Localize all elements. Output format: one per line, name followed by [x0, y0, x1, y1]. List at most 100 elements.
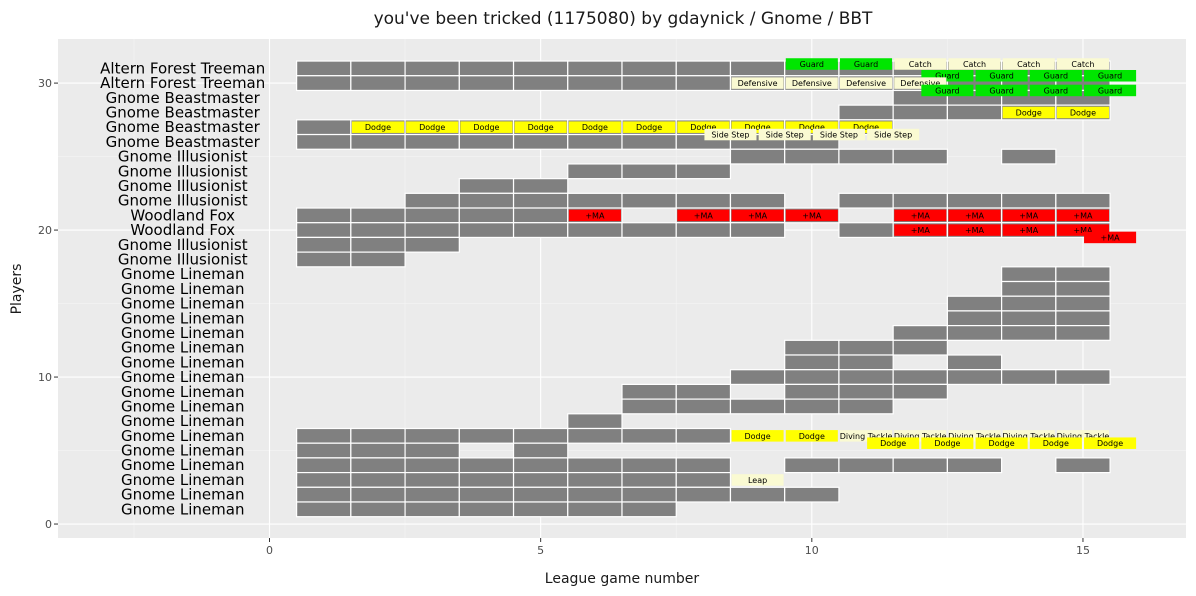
appearance-tile: [404, 222, 460, 239]
appearance-tile: [946, 325, 1003, 341]
appearance-tile: [296, 471, 352, 488]
appearance-tile: [404, 133, 460, 150]
skill-tag: [351, 121, 404, 133]
skill-tag-label: Catch: [1017, 60, 1040, 69]
skill-tag: [1029, 69, 1082, 82]
appearance-tile: [675, 75, 732, 92]
skill-tag: [894, 209, 947, 222]
y-tick-label: 20: [38, 224, 52, 237]
player-label: Gnome Lineman: [121, 353, 245, 371]
appearance-tile: [1055, 369, 1111, 386]
skill-tag-label: Dodge: [1097, 439, 1123, 448]
appearance-tile: [458, 471, 515, 488]
appearance-tile: [296, 457, 352, 474]
skill-tag-label: +MA: [1073, 226, 1093, 235]
skill-tag: [840, 58, 893, 70]
skill-tag-label: Side Step: [820, 131, 858, 140]
skill-tag: [948, 430, 1001, 442]
appearance-tile: [784, 369, 840, 386]
skill-tag: [894, 224, 947, 236]
appearance-tile: [1001, 148, 1057, 165]
appearance-tile: [621, 501, 677, 518]
player-label: Gnome Illusionist: [118, 236, 248, 254]
skill-tag: [785, 121, 838, 133]
appearance-tile: [838, 383, 894, 400]
x-axis-title: League game number: [545, 571, 700, 587]
appearance-tile: [404, 75, 460, 92]
skill-tag: [840, 121, 893, 133]
appearance-tile: [404, 192, 460, 209]
appearance-tile: [675, 486, 732, 503]
appearance-tile: [1001, 310, 1057, 327]
appearance-tile: [838, 354, 894, 371]
skill-tag-label: Defensive: [846, 79, 886, 88]
skill-tag: [731, 77, 784, 89]
appearance-tile: [838, 222, 894, 239]
appearance-tile: [621, 222, 677, 239]
skill-tag: [1056, 224, 1109, 236]
skill-tag-label: +MA: [1073, 211, 1093, 220]
appearance-tile: [567, 501, 623, 518]
skill-tag-label: Dodge: [419, 123, 445, 132]
appearance-tile: [296, 119, 352, 136]
skill-tag-label: Guard: [989, 86, 1013, 95]
appearance-tile: [784, 148, 840, 165]
appearance-tile: [1001, 280, 1057, 297]
appearance-tile: [675, 163, 732, 180]
player-label: Gnome Lineman: [121, 295, 245, 313]
player-label: Gnome Lineman: [121, 309, 245, 327]
skill-tag-label: Dodge: [528, 123, 554, 132]
appearance-tile: [729, 369, 786, 386]
appearance-tile: [350, 486, 406, 503]
appearance-tile: [350, 236, 406, 253]
skill-tag-label: Defensive: [792, 79, 832, 88]
appearance-tile: [675, 427, 732, 444]
appearance-tile: [458, 486, 515, 503]
appearance-tile: [784, 398, 840, 415]
skill-tag-label: Dodge: [799, 123, 825, 132]
appearance-tile: [296, 133, 352, 150]
appearance-tile: [458, 457, 515, 474]
player-label: Gnome Lineman: [121, 456, 245, 474]
player-label: Gnome Beastmaster: [106, 103, 261, 121]
skill-tag: [460, 121, 513, 133]
appearance-tile: [296, 207, 352, 224]
appearance-tile: [729, 222, 786, 239]
skill-tag-label: Defensive: [900, 79, 940, 88]
appearance-tile: [512, 75, 569, 92]
appearance-tile: [296, 222, 352, 239]
appearance-tile: [458, 178, 515, 194]
appearance-tile: [621, 398, 677, 415]
appearance-tile: [404, 501, 460, 518]
appearance-tile: [512, 178, 569, 194]
appearance-tile: [892, 104, 948, 121]
appearance-tile: [946, 192, 1003, 209]
skill-tag: [785, 77, 838, 89]
player-label: Gnome Lineman: [121, 442, 245, 460]
skill-tag: [731, 474, 784, 486]
appearance-tile: [1055, 325, 1111, 341]
skill-tag: [1056, 430, 1109, 442]
x-tick-label: 5: [537, 544, 544, 557]
appearance-tile: [296, 236, 352, 253]
skill-tag: [731, 430, 784, 442]
skill-tag: [948, 209, 1001, 222]
skill-tag: [1002, 224, 1055, 236]
appearance-tile: [458, 75, 515, 92]
appearance-tile: [350, 207, 406, 224]
appearance-tile: [512, 486, 569, 503]
appearance-tile: [458, 501, 515, 518]
skill-tag-label: +MA: [802, 211, 822, 220]
appearance-tile: [350, 222, 406, 239]
skill-tag: [867, 128, 920, 141]
skill-tag-label: Guard: [1044, 72, 1068, 81]
player-label: Gnome Lineman: [121, 368, 245, 386]
skill-tag: [867, 437, 920, 449]
skill-tag-label: Dodge: [934, 439, 960, 448]
skill-tag-label: Guard: [935, 72, 959, 81]
appearance-tile: [1001, 192, 1057, 209]
skill-tag-label: Dodge: [1070, 108, 1096, 117]
appearance-tile: [512, 471, 569, 488]
appearance-tile: [404, 427, 460, 444]
player-label: Woodland Fox: [130, 221, 235, 239]
